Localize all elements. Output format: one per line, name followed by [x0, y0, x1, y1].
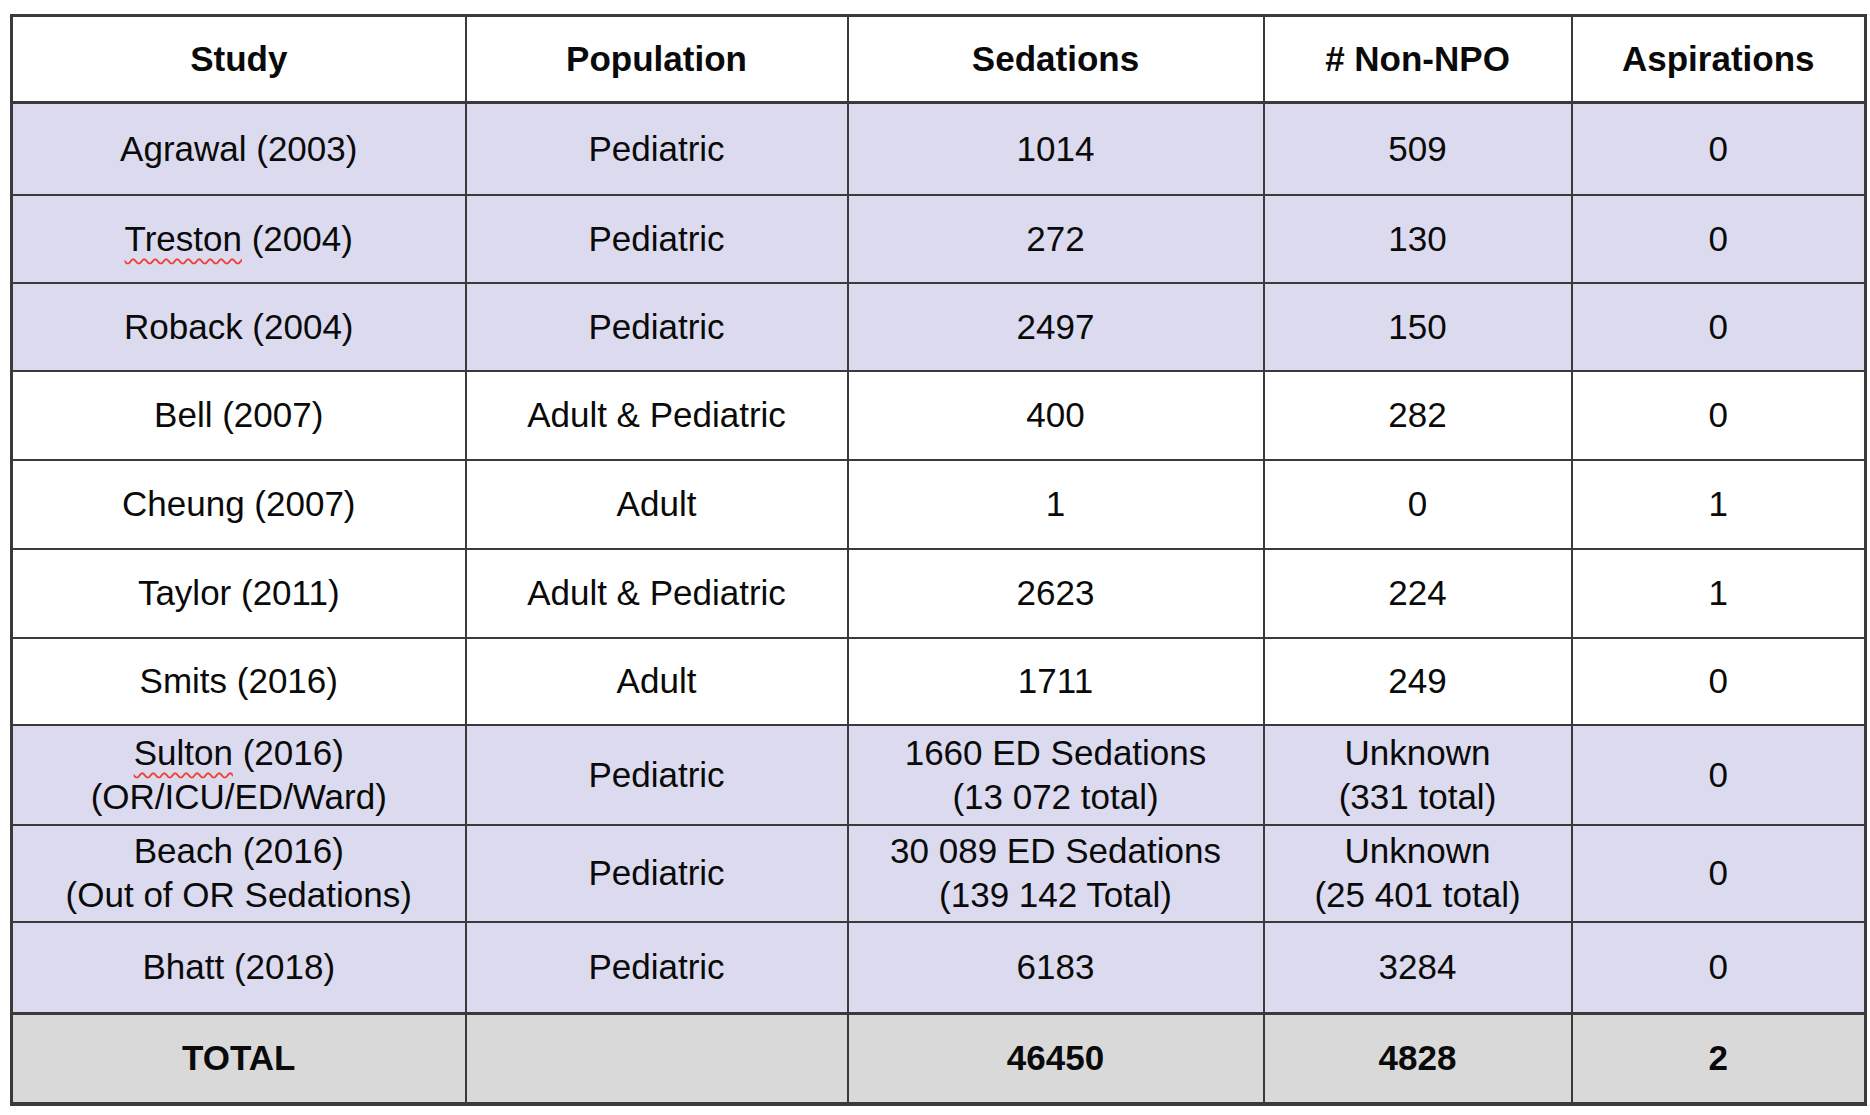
total-sedations-cell: 46450 — [848, 1014, 1264, 1104]
study-text: Smits (2016) — [140, 661, 338, 700]
col-header-aspirations: Aspirations — [1572, 16, 1866, 103]
aspirations-cell: 0 — [1572, 922, 1866, 1014]
table-row-cheung: Cheung (2007) Adult 1 0 1 — [12, 460, 1866, 549]
sedations-cell: 30 089 ED Sedations (139 142 Total) — [848, 825, 1264, 922]
sedations-cell: 400 — [848, 371, 1264, 460]
table-row-beach: Beach (2016) (Out of OR Sedations) Pedia… — [12, 825, 1866, 922]
sedations-cell: 2623 — [848, 549, 1264, 638]
col-header-study: Study — [12, 16, 466, 103]
total-aspirations-cell: 2 — [1572, 1014, 1866, 1104]
aspirations-cell: 0 — [1572, 103, 1866, 195]
col-header-non-npo: # Non-NPO — [1264, 16, 1572, 103]
study-cell: Agrawal (2003) — [12, 103, 466, 195]
study-cell: Roback (2004) — [12, 283, 466, 371]
population-cell: Pediatric — [466, 195, 848, 283]
sedations-cell: 1 — [848, 460, 1264, 549]
col-header-sedations: Sedations — [848, 16, 1264, 103]
population-cell: Adult — [466, 460, 848, 549]
population-cell: Adult & Pediatric — [466, 549, 848, 638]
sedations-cell: 272 — [848, 195, 1264, 283]
study-cell: Beach (2016) (Out of OR Sedations) — [12, 825, 466, 922]
non-npo-cell: 282 — [1264, 371, 1572, 460]
aspirations-cell: 1 — [1572, 549, 1866, 638]
population-cell: Pediatric — [466, 922, 848, 1014]
population-cell: Pediatric — [466, 283, 848, 371]
population-cell: Adult — [466, 638, 848, 725]
total-label-cell: TOTAL — [12, 1014, 466, 1104]
table-row-total: TOTAL 46450 4828 2 — [12, 1014, 1866, 1104]
non-npo-cell: 150 — [1264, 283, 1572, 371]
aspirations-cell: 1 — [1572, 460, 1866, 549]
table-row-bell: Bell (2007) Adult & Pediatric 400 282 0 — [12, 371, 1866, 460]
table-row-agrawal: Agrawal (2003) Pediatric 1014 509 0 — [12, 103, 1866, 195]
sedations-cell: 1711 — [848, 638, 1264, 725]
non-npo-cell: 224 — [1264, 549, 1572, 638]
table-row-taylor: Taylor (2011) Adult & Pediatric 2623 224… — [12, 549, 1866, 638]
sedation-studies-table-container: Study Population Sedations # Non-NPO Asp… — [10, 14, 1867, 1106]
study-cell: Bhatt (2018) — [12, 922, 466, 1014]
non-npo-cell: 249 — [1264, 638, 1572, 725]
non-npo-cell: 0 — [1264, 460, 1572, 549]
study-text: Roback (2004) — [124, 307, 354, 346]
population-cell: Pediatric — [466, 103, 848, 195]
non-npo-cell: 509 — [1264, 103, 1572, 195]
table-row-bhatt: Bhatt (2018) Pediatric 6183 3284 0 — [12, 922, 1866, 1014]
study-cell: Treston (2004) — [12, 195, 466, 283]
study-cell: Bell (2007) — [12, 371, 466, 460]
study-misspelled-word: Sulton — [134, 733, 233, 772]
table-row-roback: Roback (2004) Pediatric 2497 150 0 — [12, 283, 1866, 371]
header-row: Study Population Sedations # Non-NPO Asp… — [12, 16, 1866, 103]
study-text: Bell (2007) — [154, 395, 323, 434]
sedations-cell: 1660 ED Sedations (13 072 total) — [848, 725, 1264, 825]
sedations-cell: 2497 — [848, 283, 1264, 371]
study-text: Cheung (2007) — [122, 484, 356, 523]
study-text: (2004) — [242, 219, 353, 258]
non-npo-cell: 3284 — [1264, 922, 1572, 1014]
non-npo-cell: 130 — [1264, 195, 1572, 283]
study-cell: Sulton (2016) (OR/ICU/ED/Ward) — [12, 725, 466, 825]
non-npo-cell: Unknown (25 401 total) — [1264, 825, 1572, 922]
study-misspelled-word: Treston — [125, 219, 242, 258]
aspirations-cell: 0 — [1572, 638, 1866, 725]
study-cell: Cheung (2007) — [12, 460, 466, 549]
non-npo-cell: Unknown (331 total) — [1264, 725, 1572, 825]
study-text: Taylor (2011) — [138, 573, 340, 612]
study-cell: Smits (2016) — [12, 638, 466, 725]
table-row-sulton: Sulton (2016) (OR/ICU/ED/Ward) Pediatric… — [12, 725, 1866, 825]
sedation-studies-table: Study Population Sedations # Non-NPO Asp… — [10, 14, 1867, 1106]
sedations-cell: 1014 — [848, 103, 1264, 195]
total-population-cell-empty — [466, 1014, 848, 1104]
aspirations-cell: 0 — [1572, 825, 1866, 922]
aspirations-cell: 0 — [1572, 195, 1866, 283]
population-cell: Adult & Pediatric — [466, 371, 848, 460]
aspirations-cell: 0 — [1572, 725, 1866, 825]
aspirations-cell: 0 — [1572, 371, 1866, 460]
study-text: Agrawal (2003) — [120, 129, 357, 168]
table-row-treston: Treston (2004) Pediatric 272 130 0 — [12, 195, 1866, 283]
table-row-smits: Smits (2016) Adult 1711 249 0 — [12, 638, 1866, 725]
population-cell: Pediatric — [466, 825, 848, 922]
study-cell: Taylor (2011) — [12, 549, 466, 638]
aspirations-cell: 0 — [1572, 283, 1866, 371]
col-header-population: Population — [466, 16, 848, 103]
total-non-npo-cell: 4828 — [1264, 1014, 1572, 1104]
study-text: Beach (2016) (Out of OR Sedations) — [66, 831, 412, 914]
population-cell: Pediatric — [466, 725, 848, 825]
sedations-cell: 6183 — [848, 922, 1264, 1014]
study-text: Bhatt (2018) — [142, 947, 335, 986]
